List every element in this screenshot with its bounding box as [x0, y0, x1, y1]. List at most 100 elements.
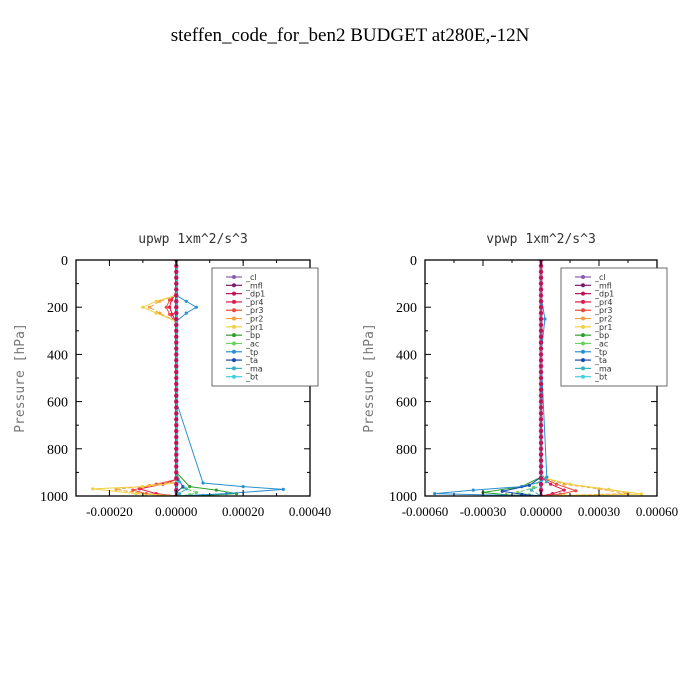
y-tick-label: 400	[396, 348, 417, 363]
legend-marker	[581, 324, 585, 329]
profile-marker	[538, 334, 544, 339]
legend-marker	[581, 374, 585, 379]
profile-marker	[538, 375, 544, 381]
figure-title: steffen_code_for_ben2 BUDGET at280E,-12N	[171, 25, 530, 46]
legend-entry: _bt	[245, 373, 258, 382]
profile-marker	[538, 464, 544, 469]
legend-marker	[232, 324, 236, 329]
profile-marker	[174, 482, 179, 487]
legend-entry: _ta	[245, 356, 258, 365]
legend-entry: _pr4	[594, 298, 612, 307]
profile-marker	[538, 293, 544, 298]
profile-marker	[538, 275, 544, 280]
y-tick-label: 600	[396, 396, 417, 411]
legend-marker	[581, 349, 585, 354]
profile-marker	[174, 322, 179, 328]
series-point	[154, 311, 158, 315]
legend-entry: _dp1	[594, 290, 614, 299]
legend-entry: _ma	[594, 364, 612, 373]
series-point	[520, 492, 524, 496]
legend-entry: _pr4	[245, 298, 263, 307]
profile-marker	[538, 352, 544, 357]
series-point	[147, 305, 152, 309]
series-point	[607, 487, 611, 491]
legend-entry: _bt	[594, 373, 607, 382]
profile-marker	[174, 476, 179, 481]
series-point	[154, 299, 158, 303]
legend-marker	[581, 291, 585, 296]
series-point	[562, 488, 566, 492]
series-line-tp	[434, 260, 548, 496]
series-point	[184, 299, 188, 303]
legend-marker	[232, 275, 236, 279]
series-line-pr2	[116, 260, 177, 496]
y-tick-label: 200	[47, 301, 68, 316]
profile-marker	[538, 434, 544, 440]
series-point	[184, 311, 188, 315]
legend-marker	[232, 341, 236, 346]
profile-marker	[174, 346, 179, 351]
profile-marker	[174, 316, 179, 322]
profile-marker	[174, 470, 179, 475]
y-tick-label: 1000	[40, 490, 68, 505]
profile-marker	[538, 417, 544, 422]
profile-marker	[538, 482, 544, 487]
panel-title: vpwp 1xm^2/s^3	[486, 232, 596, 247]
series-point	[500, 489, 504, 493]
series-group	[91, 260, 285, 496]
profile-marker	[538, 411, 544, 416]
profile-marker	[174, 423, 179, 428]
profile-marker	[538, 399, 544, 404]
series-point	[194, 490, 198, 495]
profile-marker	[174, 293, 179, 298]
series-point	[527, 483, 532, 487]
series-point	[639, 492, 644, 496]
legend-marker	[581, 275, 585, 279]
profile-marker	[538, 369, 544, 375]
legend-marker	[581, 341, 585, 346]
y-tick-label: 600	[47, 396, 68, 411]
legend-entry: _mfl	[245, 281, 263, 290]
profile-marker	[174, 287, 179, 292]
series-line-ta	[502, 260, 542, 496]
profile-marker	[174, 369, 179, 375]
profile-marker	[538, 310, 544, 316]
legend-entry: _tp	[594, 348, 607, 357]
series-line-pr1	[92, 260, 177, 496]
series-point	[549, 482, 553, 486]
legend-entry: _ta	[594, 356, 607, 365]
series-line-pr4	[139, 260, 177, 496]
legend-marker	[232, 366, 236, 371]
profile-marker	[538, 440, 544, 446]
y-tick-label: 800	[396, 443, 417, 458]
series-point	[141, 305, 145, 309]
panel-title: upwp 1xm^2/s^3	[138, 232, 248, 247]
legend-entry: _pr2	[245, 315, 263, 324]
profile-marker	[174, 275, 179, 280]
series-point	[141, 485, 145, 489]
profile-marker	[538, 269, 544, 274]
profile-marker	[174, 364, 179, 369]
legend-marker	[581, 366, 585, 371]
legend-entry: _bp	[245, 331, 260, 340]
legend-entry: _cl	[245, 273, 257, 282]
profile-marker	[174, 452, 179, 457]
profile-marker	[174, 458, 179, 463]
legend-marker	[232, 308, 236, 313]
legend-entry: _ma	[245, 364, 263, 373]
series-point	[554, 482, 559, 486]
series-point	[164, 305, 168, 309]
legend-marker	[581, 308, 585, 313]
profile-marker	[174, 464, 179, 469]
profile-marker	[174, 305, 179, 310]
series-point	[201, 481, 205, 485]
profile-marker	[174, 417, 179, 422]
legend-entry: _ac	[594, 339, 608, 348]
legend-entry: _dp1	[245, 290, 265, 299]
legend-marker	[581, 299, 585, 304]
x-tick-label: 0.00000	[155, 504, 197, 519]
series-point	[168, 305, 172, 309]
series-point	[241, 485, 245, 489]
x-tick-label: -0.00030	[460, 504, 507, 519]
series-point	[178, 480, 182, 484]
